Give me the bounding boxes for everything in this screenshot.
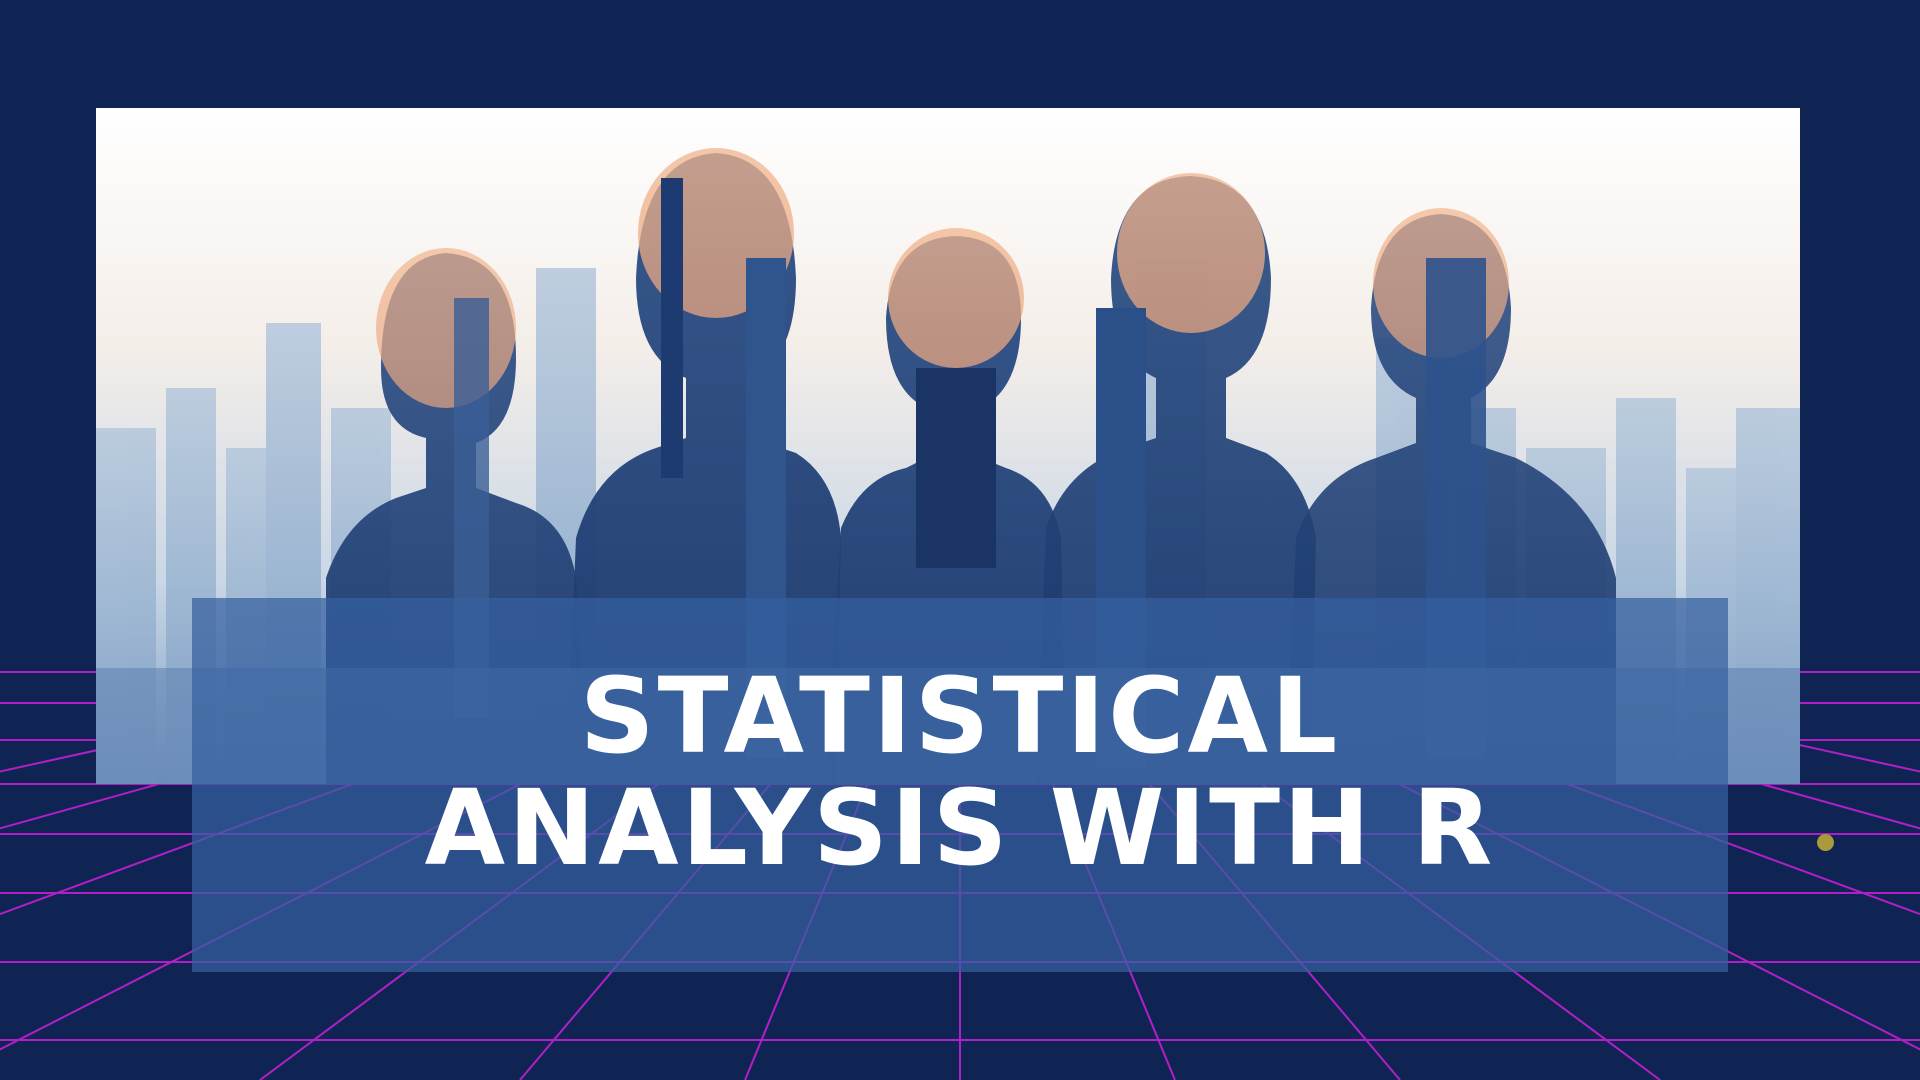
title-overlay-band (192, 598, 1728, 972)
banner-title: STATISTICAL ANALYSIS WITH R (192, 660, 1728, 884)
accent-dot (1817, 834, 1834, 851)
title-line-1: STATISTICAL (579, 655, 1341, 777)
title-line-2: ANALYSIS WITH R (424, 767, 1496, 889)
